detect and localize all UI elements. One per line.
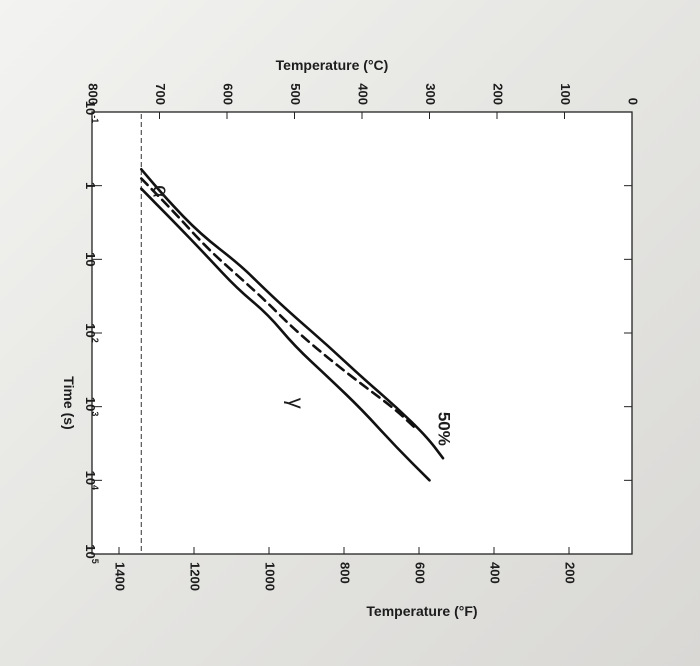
- time-tick-label: 10-1: [83, 101, 100, 123]
- time-tick-label: 1: [83, 182, 98, 189]
- fahrenheit-tick-label: 800: [338, 562, 353, 584]
- time-tick-label: 102: [83, 323, 100, 342]
- time-tick-base: 10: [83, 101, 98, 115]
- celsius-tick-label: 400: [356, 83, 371, 105]
- fahrenheit-tick-label: 1000: [263, 562, 278, 591]
- celsius-tick-label: 300: [423, 83, 438, 105]
- time-tick-base: 10: [83, 544, 98, 558]
- celsius-tick-label: 500: [288, 83, 303, 105]
- celsius-tick-label: 700: [153, 83, 168, 105]
- time-tick-base: 10: [83, 323, 98, 337]
- axis-ticks: [91, 111, 633, 555]
- fifty-percent-annotation: 50%: [435, 412, 454, 446]
- time-tick-exponent: 3: [90, 411, 100, 416]
- time-tick-label: 105: [83, 544, 100, 563]
- time-tick-label: 104: [83, 471, 100, 490]
- left-axis-title: Temperature (°C): [276, 57, 389, 73]
- celsius-tick-label: 800: [86, 83, 101, 105]
- fifty-percent-curve: [140, 177, 418, 431]
- time-tick-label: 103: [83, 397, 100, 416]
- time-tick-exponent: 2: [90, 338, 100, 343]
- time-tick-label: 10: [83, 252, 98, 266]
- alpha-region-label: α: [149, 185, 174, 198]
- plot-frame: [91, 111, 633, 555]
- fahrenheit-tick-label: 200: [563, 562, 578, 584]
- time-tick-exponent: 4: [90, 485, 100, 490]
- time-tick-exponent: -1: [90, 115, 100, 123]
- celsius-tick-label: 0: [626, 98, 641, 105]
- time-tick-base: 10: [83, 471, 98, 485]
- fahrenheit-tick-label: 1200: [188, 562, 203, 591]
- celsius-tick-label: 100: [558, 83, 573, 105]
- time-tick-base: 10: [83, 252, 98, 266]
- time-tick-base: 10: [83, 397, 98, 411]
- x-axis-title: Time (s): [61, 376, 77, 429]
- transformation-start-curve: [140, 168, 445, 460]
- right-axis-title: Temperature (°F): [366, 603, 477, 619]
- fahrenheit-tick-label: 600: [413, 562, 428, 584]
- time-tick-exponent: 5: [90, 559, 100, 564]
- fahrenheit-tick-label: 400: [488, 562, 503, 584]
- celsius-tick-label: 600: [221, 83, 236, 105]
- transformation-finish-curve: [140, 187, 431, 482]
- celsius-tick-label: 200: [491, 83, 506, 105]
- gamma-region-label: γ: [284, 398, 309, 409]
- time-tick-base: 1: [83, 182, 98, 189]
- fahrenheit-tick-label: 1400: [113, 562, 128, 591]
